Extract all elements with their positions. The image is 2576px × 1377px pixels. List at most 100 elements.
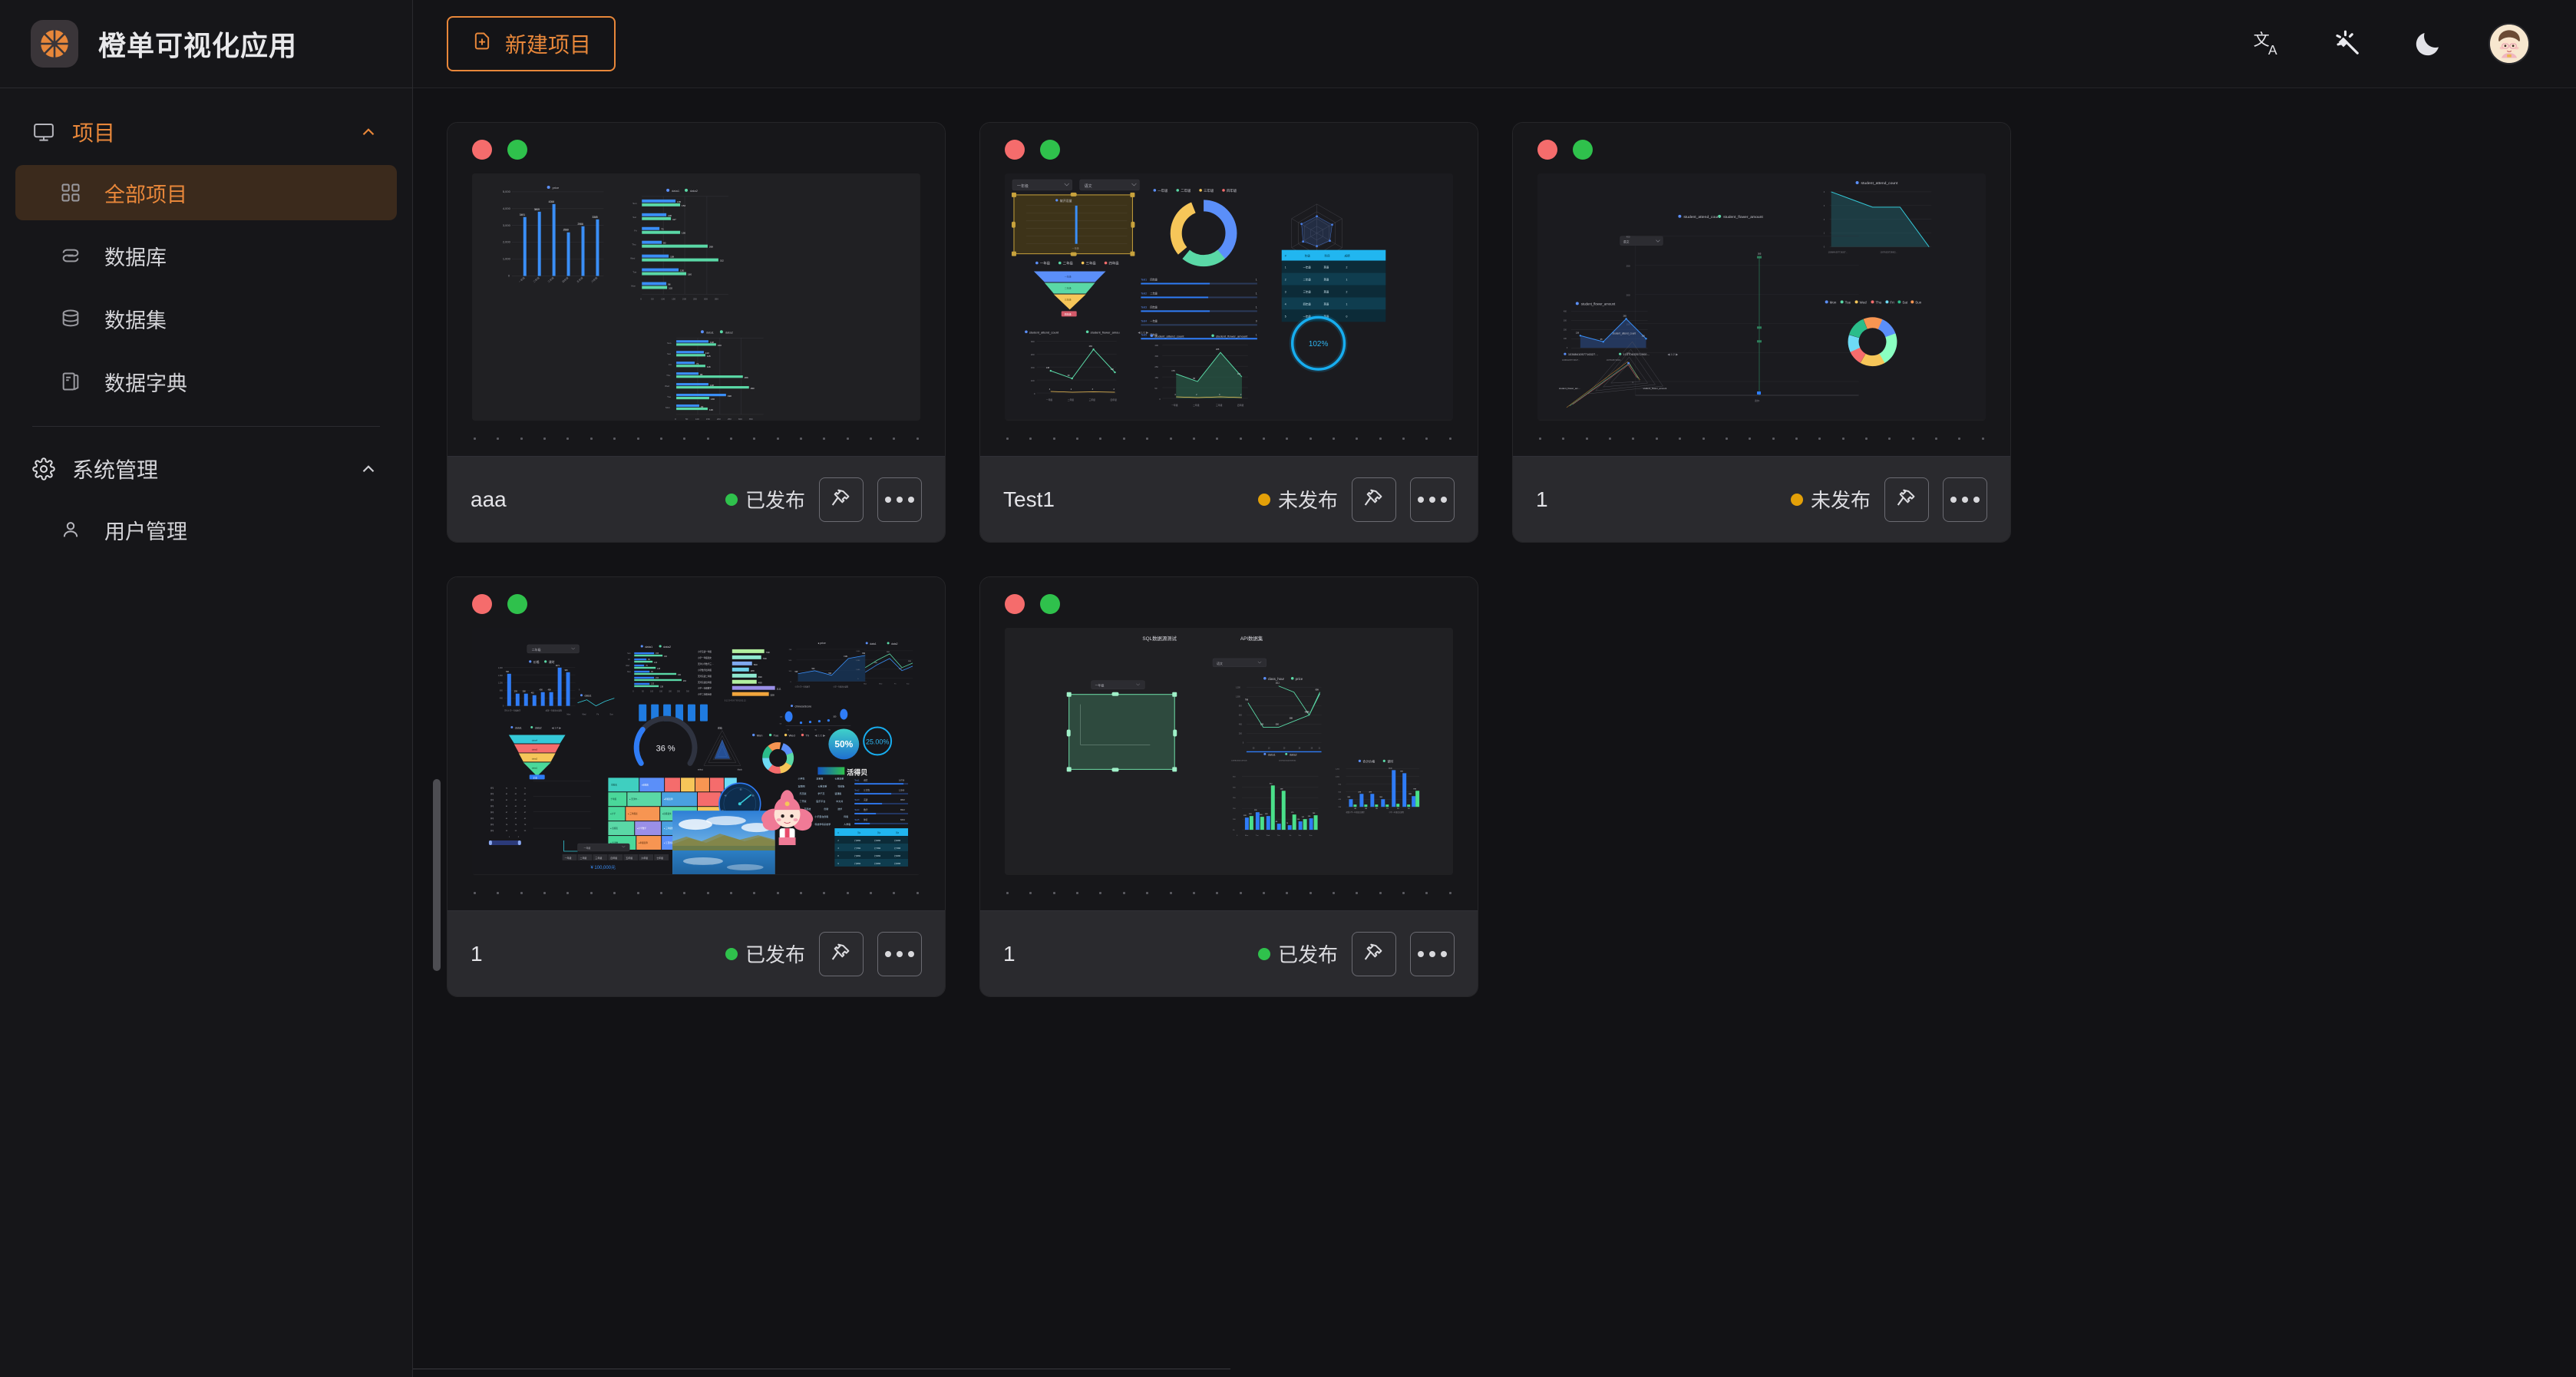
- sidebar-item-database[interactable]: 数据库: [15, 228, 397, 283]
- svg-text:50: 50: [1154, 387, 1158, 390]
- svg-text:四年级: 四年级: [1150, 278, 1158, 282]
- svg-text:148: 148: [1249, 814, 1252, 815]
- svg-text:英语: 英语: [1324, 302, 1329, 305]
- svg-text:Mon: Mon: [1830, 300, 1837, 304]
- new-project-button[interactable]: 新建项目: [447, 16, 616, 71]
- svg-text:1,600: 1,600: [498, 675, 504, 677]
- more-options-button[interactable]: [877, 931, 922, 976]
- main-area: 新建项目 文 A: [413, 0, 2576, 1377]
- content-scrollbar[interactable]: [433, 779, 441, 971]
- svg-text:2: 2: [1114, 388, 1115, 391]
- svg-text:4268: 4268: [549, 200, 554, 203]
- sidebar-item-label: 数据集: [104, 309, 167, 332]
- edit-hammer-button[interactable]: [819, 477, 864, 522]
- svg-text:200: 200: [1627, 293, 1630, 296]
- edit-hammer-button[interactable]: [1884, 477, 1929, 522]
- svg-text:268: 268: [1280, 788, 1283, 790]
- svg-text:Sun: Sun: [1915, 300, 1921, 304]
- svg-text:2: 2: [1071, 388, 1072, 391]
- svg-text:50: 50: [1253, 748, 1255, 749]
- translate-icon[interactable]: 文 A: [2249, 25, 2287, 63]
- svg-text:三年级: 三年级: [1204, 188, 1214, 193]
- svg-text:128: 128: [710, 384, 714, 387]
- svg-text:Text4: Text4: [854, 808, 860, 811]
- svg-text:▸小学: ▸小学: [610, 812, 616, 815]
- magic-wand-icon[interactable]: [2329, 25, 2367, 63]
- svg-text:160: 160: [718, 344, 722, 347]
- card-title: 1: [1003, 941, 1016, 966]
- card-title: aaa: [471, 487, 507, 511]
- svg-text:2: 2: [518, 837, 520, 838]
- more-options-button[interactable]: [1410, 477, 1455, 522]
- sidebar-item-dataset[interactable]: 数据集: [15, 291, 397, 346]
- svg-text:61: 61: [515, 794, 517, 795]
- svg-text:8: 8: [837, 855, 839, 857]
- svg-text:20: 20: [1311, 748, 1313, 749]
- more-ellipsis-icon: [1950, 496, 1980, 503]
- dark-mode-moon-icon[interactable]: [2409, 25, 2447, 63]
- svg-text:800: 800: [1338, 784, 1341, 785]
- svg-text:Wed: Wed: [1860, 300, 1868, 304]
- svg-text:data1: data1: [706, 330, 715, 334]
- edit-hammer-button[interactable]: [819, 931, 864, 976]
- svg-text:Sun: Sun: [907, 684, 910, 685]
- svg-text:150: 150: [706, 418, 710, 420]
- svg-text:Text3: Text3: [854, 798, 860, 801]
- project-card[interactable]: 一年级 语文: [979, 122, 1478, 543]
- more-options-button[interactable]: [1943, 477, 1987, 522]
- hammer-icon: [1362, 485, 1386, 513]
- svg-text:四年级: 四年级: [1237, 404, 1244, 407]
- svg-text:一年级: 一年级: [1072, 246, 1079, 250]
- svg-text:290: 290: [751, 387, 755, 390]
- svg-text:155: 155: [656, 678, 659, 679]
- svg-text:1: 1: [1346, 302, 1347, 305]
- card-ruler: [980, 875, 1478, 910]
- project-card[interactable]: price 5,000 4,000 3,000 2,000 1,000 0: [447, 122, 946, 543]
- brand: 橙单可视化应用: [0, 0, 412, 88]
- svg-text:序号: 序号: [490, 786, 494, 789]
- svg-text:Fri: Fri: [596, 714, 599, 716]
- svg-text:60: 60: [788, 730, 790, 731]
- svg-text:200: 200: [717, 418, 721, 420]
- edit-hammer-button[interactable]: [1352, 931, 1396, 976]
- sidebar-group-projects[interactable]: 项目: [15, 107, 397, 157]
- svg-text:小学二年级英语: 小学二年级英语: [698, 693, 712, 696]
- svg-text:Mon: Mon: [757, 734, 763, 738]
- svg-text:9822: 9822: [900, 798, 905, 801]
- svg-text:150: 150: [1154, 376, 1158, 379]
- svg-text:300: 300: [1379, 797, 1382, 798]
- svg-text:600: 600: [1239, 715, 1243, 717]
- sidebar-item-data-dictionary[interactable]: 数据字典: [15, 354, 397, 409]
- sidebar-item-user-management[interactable]: 用户管理: [15, 502, 397, 557]
- svg-text:100: 100: [780, 717, 783, 718]
- svg-text:Mon: Mon: [665, 406, 670, 409]
- svg-text:462: 462: [531, 692, 535, 695]
- svg-text:100: 100: [695, 418, 699, 420]
- chevron-up-icon[interactable]: [357, 457, 380, 480]
- svg-text:Sat: Sat: [1902, 300, 1907, 304]
- sidebar-group-system[interactable]: 系统管理: [15, 444, 397, 494]
- chevron-up-icon[interactable]: [357, 121, 380, 144]
- svg-text:265: 265: [1623, 315, 1627, 317]
- project-card[interactable]: SQL数据源测试 API数据集 语文 一年级: [979, 576, 1478, 997]
- svg-text:科技学科系统学: 科技学科系统学: [814, 822, 831, 826]
- svg-text:1111: 1111: [1389, 768, 1392, 769]
- svg-text:Tue: Tue: [667, 395, 671, 398]
- more-options-button[interactable]: [1410, 931, 1455, 976]
- sidebar-item-all-projects[interactable]: 全部项目: [15, 165, 397, 220]
- svg-text:55: 55: [515, 830, 517, 832]
- project-card[interactable]: student_attend_count 4: [1512, 122, 2011, 543]
- svg-text:四年级: 四年级: [1303, 302, 1312, 305]
- status-dot: [1257, 493, 1270, 506]
- svg-text:成绩: 成绩: [1344, 254, 1350, 258]
- svg-text:一年级: 一年级: [1095, 684, 1105, 688]
- more-options-button[interactable]: [877, 477, 922, 522]
- card-footer: 1 已发布: [447, 910, 945, 996]
- svg-text:25.00%: 25.00%: [866, 738, 889, 745]
- svg-text:student_flower_amount: student_flower_amount: [1581, 302, 1616, 305]
- project-card[interactable]: 二年级 价格 课时: [447, 576, 946, 997]
- projects-grid: price 5,000 4,000 3,000 2,000 1,000 0: [447, 122, 2542, 997]
- svg-text:2580: 2580: [563, 229, 569, 232]
- avatar[interactable]: [2488, 23, 2530, 64]
- edit-hammer-button[interactable]: [1352, 477, 1396, 522]
